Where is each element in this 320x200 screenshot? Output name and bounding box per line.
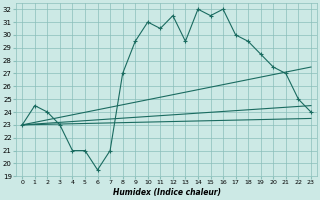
X-axis label: Humidex (Indice chaleur): Humidex (Indice chaleur) — [113, 188, 220, 197]
